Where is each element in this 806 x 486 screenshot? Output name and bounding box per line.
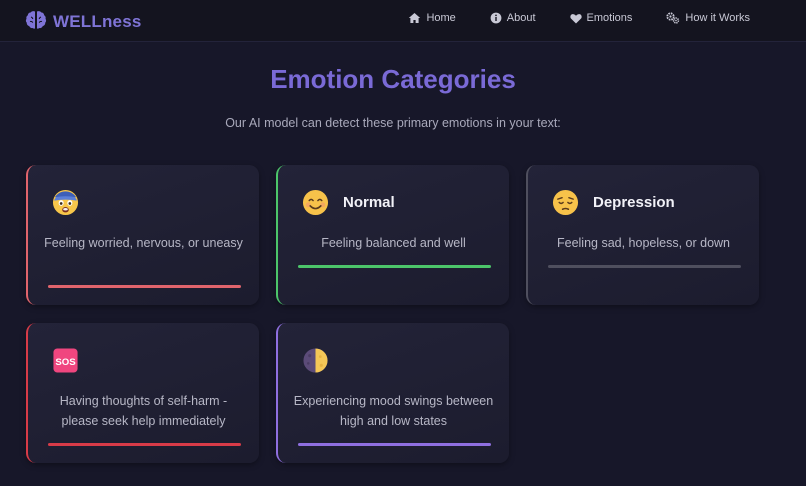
sos-icon: SOS: [52, 347, 79, 374]
nav-home[interactable]: Home: [408, 12, 456, 24]
nav-emotions-label: Emotions: [586, 12, 633, 24]
card-header: [302, 347, 343, 374]
pensive-face-icon: [552, 189, 579, 216]
card-description: Having thoughts of self-harm - please se…: [59, 394, 228, 428]
card-description: Feeling sad, hopeless, or down: [556, 236, 731, 250]
navbar: WELLness Home About: [0, 0, 806, 42]
svg-text:SOS: SOS: [55, 357, 76, 368]
info-icon: [490, 12, 502, 24]
emotion-card: Experiencing mood swings between high an…: [276, 323, 509, 463]
card-header: Depression: [552, 189, 675, 216]
home-icon: [408, 12, 421, 24]
emotion-card: Feeling worried, nervous, or uneasy: [26, 165, 259, 305]
heart-icon: [569, 13, 582, 24]
card-description: Feeling worried, nervous, or uneasy: [44, 236, 243, 250]
card-accent-bar: [48, 443, 241, 446]
brand-link[interactable]: WELLness: [25, 9, 142, 35]
card-description: Experiencing mood swings between high an…: [293, 394, 494, 428]
card-description: Feeling balanced and well: [321, 236, 466, 250]
nav-how-it-works-label: How it Works: [685, 12, 750, 24]
nav-how-it-works[interactable]: How it Works: [666, 12, 750, 24]
half-moon-icon: [302, 347, 329, 374]
smiling-face-icon: [302, 189, 329, 216]
card-accent-bar: [48, 285, 241, 288]
section-subtitle: Our AI model can detect these primary em…: [225, 116, 561, 130]
card-header: Normal: [302, 189, 395, 216]
nav-about[interactable]: About: [490, 12, 536, 24]
nav-about-label: About: [506, 12, 536, 24]
anxious-face-icon: [52, 189, 79, 216]
card-header: [52, 189, 93, 216]
card-title: Normal: [343, 194, 395, 211]
brand-name: WELLness: [53, 12, 142, 31]
nav-emotions[interactable]: Emotions: [569, 12, 633, 24]
emotion-card: Depression Feeling sad, hopeless, or dow…: [526, 165, 759, 305]
nav-links: Home About Emotions: [374, 12, 750, 24]
card-accent-bar: [298, 443, 491, 446]
card-accent-bar: [298, 265, 491, 268]
card-accent-bar: [548, 265, 741, 268]
card-header: SOS: [52, 347, 93, 374]
brain-icon: [25, 9, 47, 35]
card-title: Depression: [593, 194, 675, 211]
nav-home-label: Home: [426, 12, 456, 24]
emotion-card: SOS Having thoughts of self-harm - pleas…: [26, 323, 259, 463]
emotion-card: Normal Feeling balanced and well: [276, 165, 509, 305]
gears-icon: [666, 12, 680, 24]
section-title: Emotion Categories: [270, 64, 516, 94]
